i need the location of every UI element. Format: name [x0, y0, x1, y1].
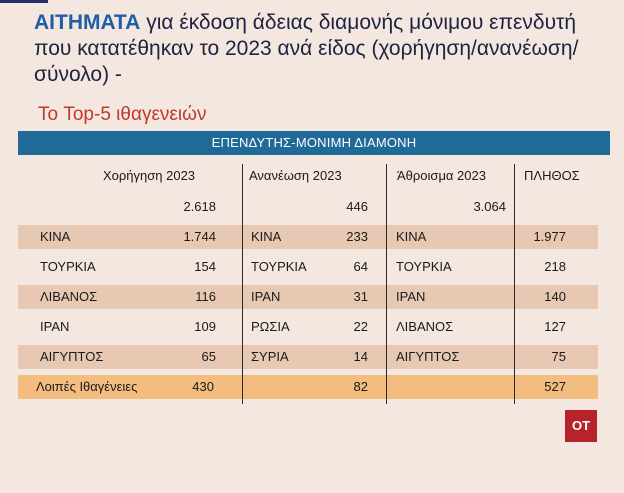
- others-grant: 430: [192, 379, 214, 394]
- renewal-value: 31: [353, 289, 368, 304]
- column-divider: [242, 164, 243, 404]
- grant-country: ΙΡΑΝ: [40, 319, 70, 334]
- sum-value: 140: [544, 289, 566, 304]
- renewal-value: 22: [353, 319, 368, 334]
- others-band: [18, 375, 598, 399]
- title-highlight: ΑΙΤΗΜΑΤΑ: [34, 11, 141, 34]
- grant-country: ΑΙΓΥΠΤΟΣ: [40, 349, 104, 364]
- total-sum: 3.064: [473, 199, 506, 214]
- grant-value: 116: [195, 289, 216, 304]
- renewal-country: ΤΟΥΡΚΙΑ: [251, 259, 307, 274]
- header-renewal: Ανανέωση 2023: [249, 168, 342, 183]
- sum-country: ΙΡΑΝ: [396, 289, 426, 304]
- renewal-country: ΡΩΣΙΑ: [251, 319, 290, 334]
- column-divider: [386, 164, 387, 404]
- grant-value: 109: [194, 319, 216, 334]
- total-grant: 2.618: [183, 199, 216, 214]
- renewal-country: ΙΡΑΝ: [251, 289, 281, 304]
- sum-country: ΑΙΓΥΠΤΟΣ: [396, 349, 460, 364]
- title-text: για έκδοση άδειας διαμονής μόνιμου επενδ…: [34, 11, 579, 86]
- header-sum: Άθροισμα 2023: [397, 168, 486, 183]
- total-renewal: 446: [346, 199, 368, 214]
- renewal-value: 64: [353, 259, 368, 274]
- sum-country: ΤΟΥΡΚΙΑ: [396, 259, 452, 274]
- sum-country: ΛΙΒΑΝΟΣ: [396, 319, 454, 334]
- sum-value: 218: [544, 259, 566, 274]
- others-label: Λοιπές Ιθαγένειες: [36, 379, 138, 394]
- column-divider: [514, 164, 515, 404]
- header-grant: Χορήγηση 2023: [103, 168, 196, 183]
- row-band: [18, 225, 598, 249]
- table-banner: ΕΠΕΝΔΥΤΗΣ-ΜΟΝΙΜΗ ΔΙΑΜΟΝΗ: [18, 131, 610, 155]
- grant-value: 1.744: [183, 229, 216, 244]
- renewal-value: 233: [346, 229, 368, 244]
- grant-value: 65: [201, 349, 216, 364]
- grant-country: ΤΟΥΡΚΙΑ: [40, 259, 96, 274]
- sum-value: 1.977: [533, 229, 566, 244]
- renewal-country: ΚΙΝΑ: [251, 229, 282, 244]
- sum-country: ΚΙΝΑ: [396, 229, 427, 244]
- ot-logo: OT: [565, 410, 597, 442]
- others-sum: 527: [544, 379, 566, 394]
- others-renewal: 82: [353, 379, 368, 394]
- top-accent-bar: [0, 0, 48, 3]
- header-count: ΠΛΗΘΟΣ: [524, 168, 580, 183]
- row-band: [18, 285, 598, 309]
- sum-value: 75: [551, 349, 566, 364]
- grant-country: ΚΙΝΑ: [40, 229, 71, 244]
- row-band: [18, 345, 598, 369]
- renewal-value: 14: [353, 349, 368, 364]
- page-title: ΑΙΤΗΜΑΤΑ για έκδοση άδειας διαμονής μόνι…: [34, 10, 614, 88]
- renewal-country: ΣΥΡΙΑ: [251, 349, 289, 364]
- subtitle: Το Top-5 ιθαγενειών: [38, 104, 207, 125]
- grant-value: 154: [194, 259, 216, 274]
- sum-value: 127: [544, 319, 566, 334]
- grant-country: ΛΙΒΑΝΟΣ: [40, 289, 98, 304]
